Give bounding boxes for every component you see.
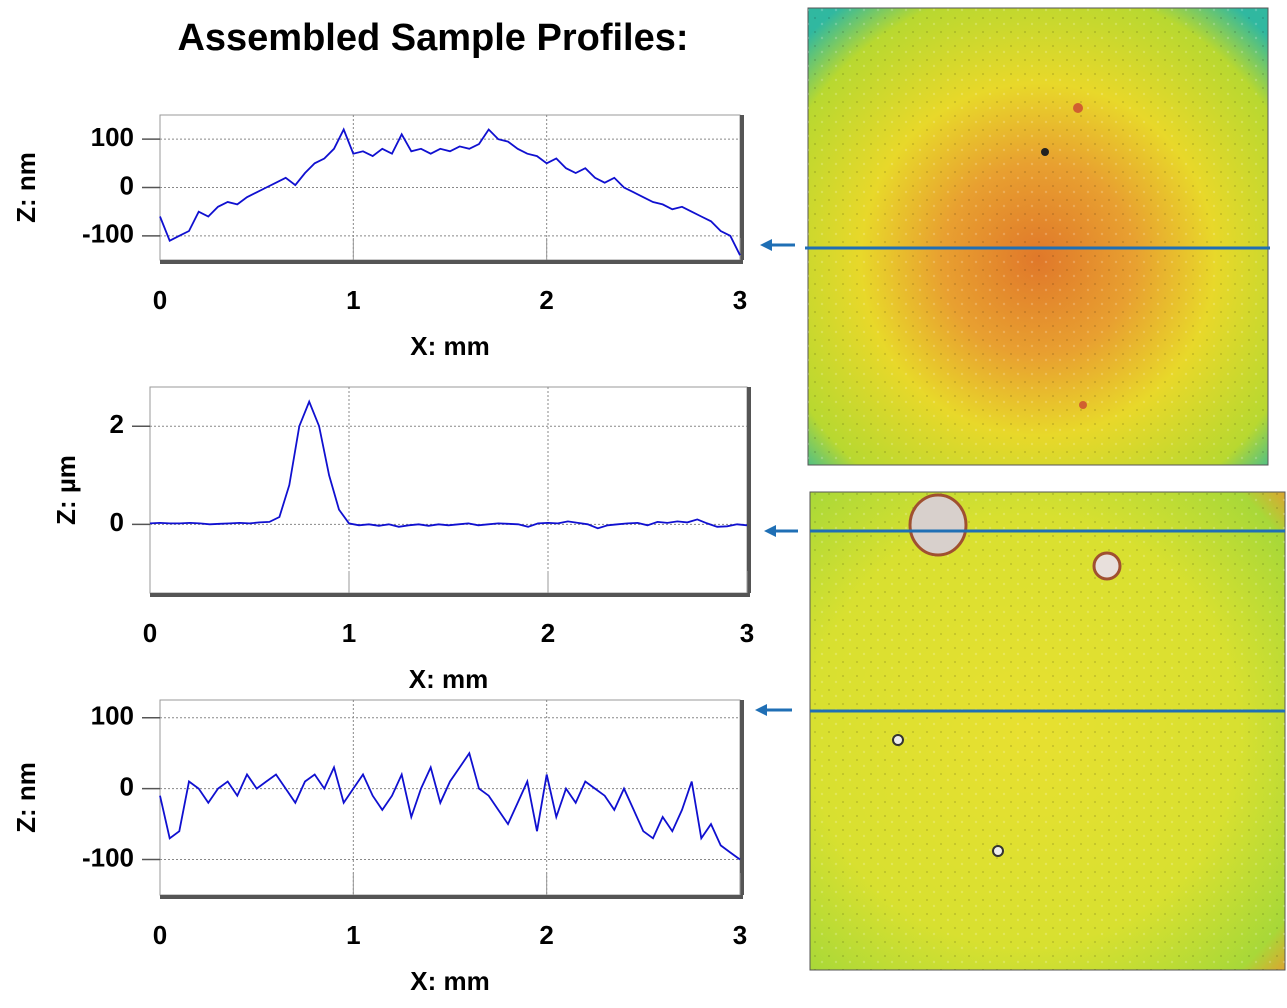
x-tick-label: 0	[143, 618, 157, 648]
x-tick-label: 3	[740, 618, 754, 648]
profile-line	[149, 399, 748, 530]
profile-chart: 0 1 2 3 0 2 X: mm Z: µm	[51, 386, 754, 694]
x-tick-label: 2	[541, 618, 555, 648]
y-tick-label: 100	[91, 122, 134, 152]
y-tick-label: 0	[110, 507, 124, 537]
y-tick-label: -100	[82, 842, 134, 872]
slide-title: Assembled Sample Profiles:	[177, 17, 688, 59]
x-axis-label: X: mm	[409, 664, 488, 694]
plot-frame	[149, 386, 748, 594]
profile-chart: 0 1 2 3 -100 0 100 X: mm Z: nm	[11, 114, 747, 361]
y-tick-label: 0	[120, 170, 134, 200]
x-tick-label: 0	[153, 285, 167, 315]
x-tick-label: 1	[342, 618, 356, 648]
x-tick-label: 3	[733, 285, 747, 315]
x-tick-label: 2	[539, 920, 553, 950]
profile-markers	[755, 239, 1285, 716]
x-tick-label: 1	[346, 920, 360, 950]
y-tick-label: 0	[120, 772, 134, 802]
x-axis-label: X: mm	[410, 331, 489, 361]
profile-line	[159, 127, 741, 256]
profile-chart: 0 1 2 3 -100 0 100 X: mm Z: nm	[11, 699, 747, 996]
x-tick-label: 1	[346, 285, 360, 315]
height-map-top	[807, 7, 1269, 466]
x-tick-label: 2	[539, 285, 553, 315]
x-tick-label: 3	[733, 920, 747, 950]
y-tick-label: 100	[91, 701, 134, 731]
y-tick-label: -100	[82, 219, 134, 249]
x-axis-label: X: mm	[410, 966, 489, 996]
y-axis-label: Z: nm	[11, 152, 41, 223]
profile-line	[159, 751, 741, 861]
y-tick-label: 2	[110, 409, 124, 439]
y-axis-label: Z: nm	[11, 762, 41, 833]
y-axis-label: Z: µm	[51, 455, 81, 525]
height-map-bottom	[809, 491, 1286, 971]
x-tick-label: 0	[153, 920, 167, 950]
plot-frame	[159, 699, 741, 896]
